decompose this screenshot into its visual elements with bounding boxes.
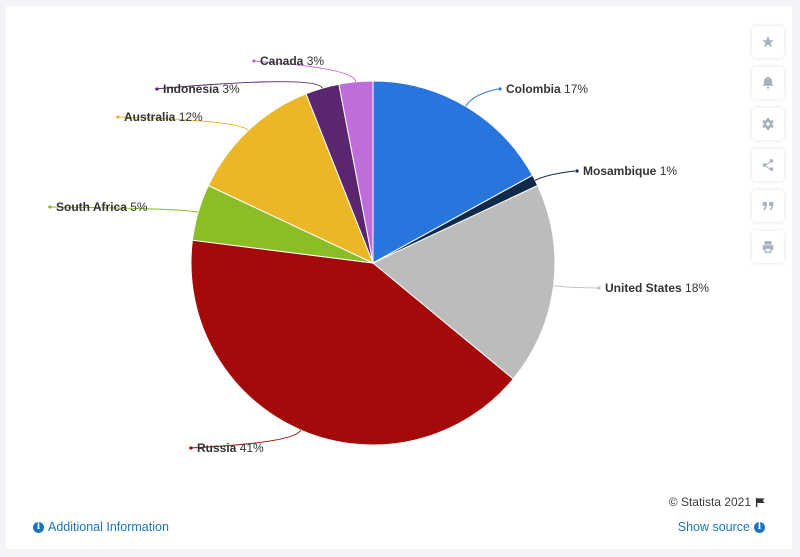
print-button[interactable] [752, 231, 784, 263]
star-icon [762, 36, 774, 48]
label-bullet-russia [189, 446, 193, 450]
show-source-label: Show source [677, 520, 750, 534]
connector-indonesia [154, 81, 323, 90]
toolbar [752, 26, 784, 263]
data-label-indonesia: Indonesia 3% [163, 82, 240, 96]
data-label-south-africa: South Africa 5% [56, 200, 148, 214]
cite-button[interactable] [752, 190, 784, 222]
data-label-united-states: United States 18% [605, 281, 709, 295]
share-button[interactable] [752, 149, 784, 181]
label-bullet-united-states [597, 286, 601, 290]
label-bullet-colombia [498, 87, 502, 91]
quote-icon [762, 201, 774, 211]
settings-button[interactable] [752, 108, 784, 140]
data-label-canada: Canada 3% [260, 54, 324, 68]
connector-australia [115, 116, 249, 131]
pie-slice-united-states[interactable] [372, 184, 556, 380]
data-label-russia: Russia 41% [197, 441, 264, 455]
pie-chart: Colombia 17% Mosambique 1% United States 1… [47, 54, 709, 455]
label-bullet-canada [252, 59, 256, 63]
data-label-colombia: Colombia 17% [506, 82, 588, 96]
connector-south-africa [47, 206, 199, 213]
connector-united-states [553, 285, 598, 289]
favorite-button[interactable] [752, 26, 784, 58]
additional-information-label: Additional Information [48, 520, 169, 534]
connector-colombia [465, 88, 499, 107]
data-label-mosambique: Mosambique 1% [583, 164, 677, 178]
info-icon: i [754, 521, 765, 533]
label-bullet-indonesia [155, 87, 159, 91]
print-icon [762, 241, 774, 253]
share-icon [762, 159, 774, 171]
flag-icon [755, 497, 765, 507]
show-source-link[interactable]: Show source i [678, 520, 765, 534]
statista-credit[interactable]: © Statista 2021 [669, 495, 766, 509]
label-bullet-australia [116, 115, 120, 119]
credit-text: © Statista 2021 [668, 495, 751, 509]
gear-icon [762, 118, 774, 130]
connector-canada [251, 60, 357, 82]
additional-information-link[interactable]: i Additional Information [33, 520, 169, 534]
bell-icon [762, 77, 774, 89]
connector-mosambique [534, 170, 576, 181]
label-bullet-south-africa [48, 205, 52, 209]
pie-slice-australia[interactable] [207, 93, 374, 264]
data-label-australia: Australia 12% [124, 110, 203, 124]
pie-slice-canada[interactable] [338, 80, 374, 264]
connector-russia [188, 429, 302, 449]
notification-button[interactable] [752, 67, 784, 99]
chart-card: Colombia 17% Mosambique 1% United States 1… [6, 6, 792, 549]
info-icon: i [33, 521, 44, 533]
pie-slice-russia[interactable] [190, 239, 514, 446]
label-bullet-mosambique [575, 169, 579, 173]
